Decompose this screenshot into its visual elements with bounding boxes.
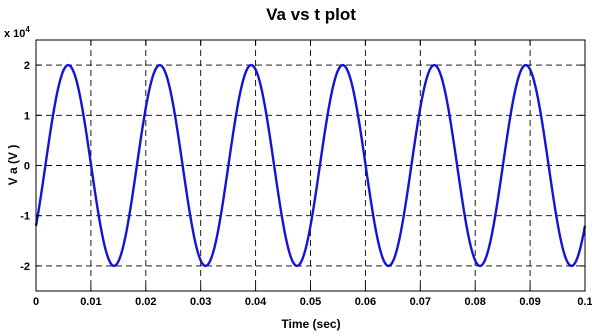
y-axis-title: V a (V ): [6, 145, 20, 186]
y-multiplier-label: x 104: [4, 25, 30, 40]
y-multiplier-exponent: 4: [25, 25, 30, 34]
y-tick-label: 0: [24, 161, 30, 173]
x-tick-label: 0.03: [190, 296, 211, 308]
chart-title: Va vs t plot: [266, 5, 356, 24]
ticks: [35, 40, 586, 291]
x-tick-label: 0.05: [300, 296, 321, 308]
grid: [36, 40, 585, 291]
x-tick-label: 0.07: [410, 296, 431, 308]
y-tick-label: -1: [20, 211, 30, 223]
y-tick-label: -2: [20, 261, 30, 273]
x-tick-label: 0.04: [245, 296, 267, 308]
x-tick-label: 0.02: [135, 296, 156, 308]
x-tick-label: 0.06: [355, 296, 376, 308]
x-tick-label: 0: [33, 296, 39, 308]
tick-labels: 0 0.01 0.02 0.03 0.04 0.05 0.06 0.07 0.08 0.09 0.1…: [20, 60, 592, 308]
x-tick-label: 0.08: [464, 296, 485, 308]
series-line-va: [34, 63, 587, 268]
series-layer: [34, 63, 587, 268]
y-multiplier-base: x 10: [4, 28, 25, 40]
x-tick-label: 0.1: [577, 296, 592, 308]
y-tick-label: 2: [24, 60, 30, 72]
x-axis-title: Time (sec): [281, 317, 340, 331]
x-tick-label: 0.01: [80, 296, 101, 308]
x-tick-label: 0.09: [519, 296, 540, 308]
y-tick-label: 1: [24, 110, 30, 122]
